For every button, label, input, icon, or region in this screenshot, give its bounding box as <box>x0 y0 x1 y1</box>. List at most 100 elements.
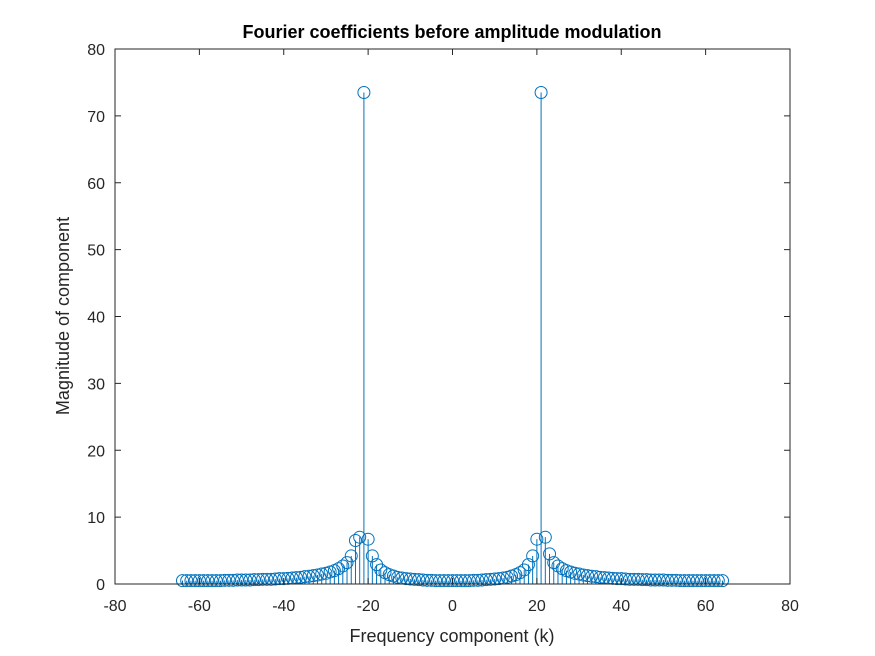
stem-marker <box>678 574 692 588</box>
stem-marker <box>357 85 371 99</box>
stem-marker <box>243 573 257 587</box>
stem-marker <box>365 549 379 563</box>
stem-marker <box>268 572 282 586</box>
stem-marker <box>635 573 649 587</box>
stem-marker <box>686 574 700 588</box>
stem-marker <box>585 569 599 583</box>
stem-marker <box>184 574 198 588</box>
stem-marker <box>433 574 447 588</box>
x-tick-label: 60 <box>697 598 715 615</box>
stem-marker <box>361 532 375 546</box>
stem-marker <box>568 566 582 580</box>
stem-marker <box>239 573 253 587</box>
stem-marker <box>399 572 413 586</box>
stem-marker <box>315 567 329 581</box>
stem-marker <box>226 573 240 587</box>
stem-marker <box>416 573 430 587</box>
stem-marker <box>302 569 316 583</box>
stem-marker <box>699 574 713 588</box>
x-axis: -80 -60 -40 -20 0 20 40 60 80 <box>103 49 799 615</box>
x-tick-label: 80 <box>781 598 799 615</box>
stem-marker <box>424 573 438 587</box>
y-tick-label: 30 <box>87 376 105 393</box>
y-tick-label: 0 <box>96 577 105 594</box>
axes-box <box>114 48 791 585</box>
stem-marker <box>437 574 451 588</box>
stem-marker <box>446 574 459 588</box>
stem-marker <box>454 574 468 588</box>
stem-marker <box>353 530 367 544</box>
stem-marker <box>703 574 717 588</box>
stem-marker <box>538 530 552 544</box>
x-tick-label: -80 <box>103 598 126 615</box>
x-tick-label: 40 <box>612 598 630 615</box>
stem-marker <box>521 558 535 572</box>
stem-marker <box>475 573 489 587</box>
stem-marker <box>197 574 211 588</box>
stem-marker <box>294 570 308 584</box>
stem-marker <box>201 574 215 588</box>
stem-marker <box>483 572 497 586</box>
stem-series <box>176 85 729 588</box>
x-tick-label: 20 <box>528 598 546 615</box>
stem-marker <box>205 574 219 588</box>
stem-marker <box>412 573 426 587</box>
stem-marker <box>711 574 725 588</box>
y-tick-label: 80 <box>87 42 105 59</box>
stem-marker <box>391 570 405 584</box>
stem-marker <box>344 549 358 563</box>
stem-marker <box>218 573 232 587</box>
stem-marker <box>652 573 666 587</box>
stem-marker <box>492 572 506 586</box>
stem-marker <box>306 569 320 583</box>
stem-marker <box>420 573 434 587</box>
stem-marker <box>251 573 265 587</box>
stem-marker <box>640 573 654 587</box>
stem-marker <box>716 574 729 588</box>
stem-marker <box>543 547 557 561</box>
stem-marker <box>551 559 565 573</box>
y-axis: 0 10 20 30 40 50 60 70 80 <box>87 42 790 594</box>
x-axis-label: Frequency component (k) <box>349 626 554 646</box>
stem-marker <box>661 573 675 587</box>
stem-marker <box>644 573 658 587</box>
stem-marker <box>458 574 472 588</box>
stem-marker <box>479 573 493 587</box>
stem-marker <box>631 572 645 586</box>
stem-marker <box>348 534 362 548</box>
stem-marker <box>230 573 244 587</box>
stem-marker <box>188 574 202 588</box>
stem-marker <box>530 532 544 546</box>
stem-marker <box>192 574 206 588</box>
stem-marker <box>610 572 624 586</box>
chart-title: Fourier coefficients before amplitude mo… <box>242 22 661 42</box>
stem-marker <box>222 573 236 587</box>
stem-marker <box>488 572 502 586</box>
stem-marker <box>534 85 548 99</box>
y-tick-label: 60 <box>87 176 105 193</box>
stem-marker <box>273 572 287 586</box>
stem-marker <box>589 570 603 584</box>
x-tick-label: -60 <box>188 598 211 615</box>
stem-marker <box>247 573 261 587</box>
stem-marker <box>408 572 422 586</box>
stem-marker <box>614 572 628 586</box>
stem-marker <box>581 569 594 583</box>
stem-marker <box>213 574 227 588</box>
stem-marker <box>623 572 637 586</box>
stem-marker <box>690 574 704 588</box>
stem-marker <box>462 574 476 588</box>
stem-marker <box>256 572 270 586</box>
stem-marker <box>576 568 590 582</box>
y-axis-label: Magnitude of component <box>53 217 73 415</box>
stem-marker <box>340 556 354 570</box>
stem-marker <box>298 570 312 584</box>
stem-marker <box>618 572 632 586</box>
stem-marker <box>429 574 443 588</box>
stem-marker <box>673 574 687 588</box>
y-tick-label: 10 <box>87 510 105 527</box>
y-tick-label: 70 <box>87 109 105 126</box>
y-tick-label: 40 <box>87 310 105 327</box>
stem-marker <box>403 572 417 586</box>
